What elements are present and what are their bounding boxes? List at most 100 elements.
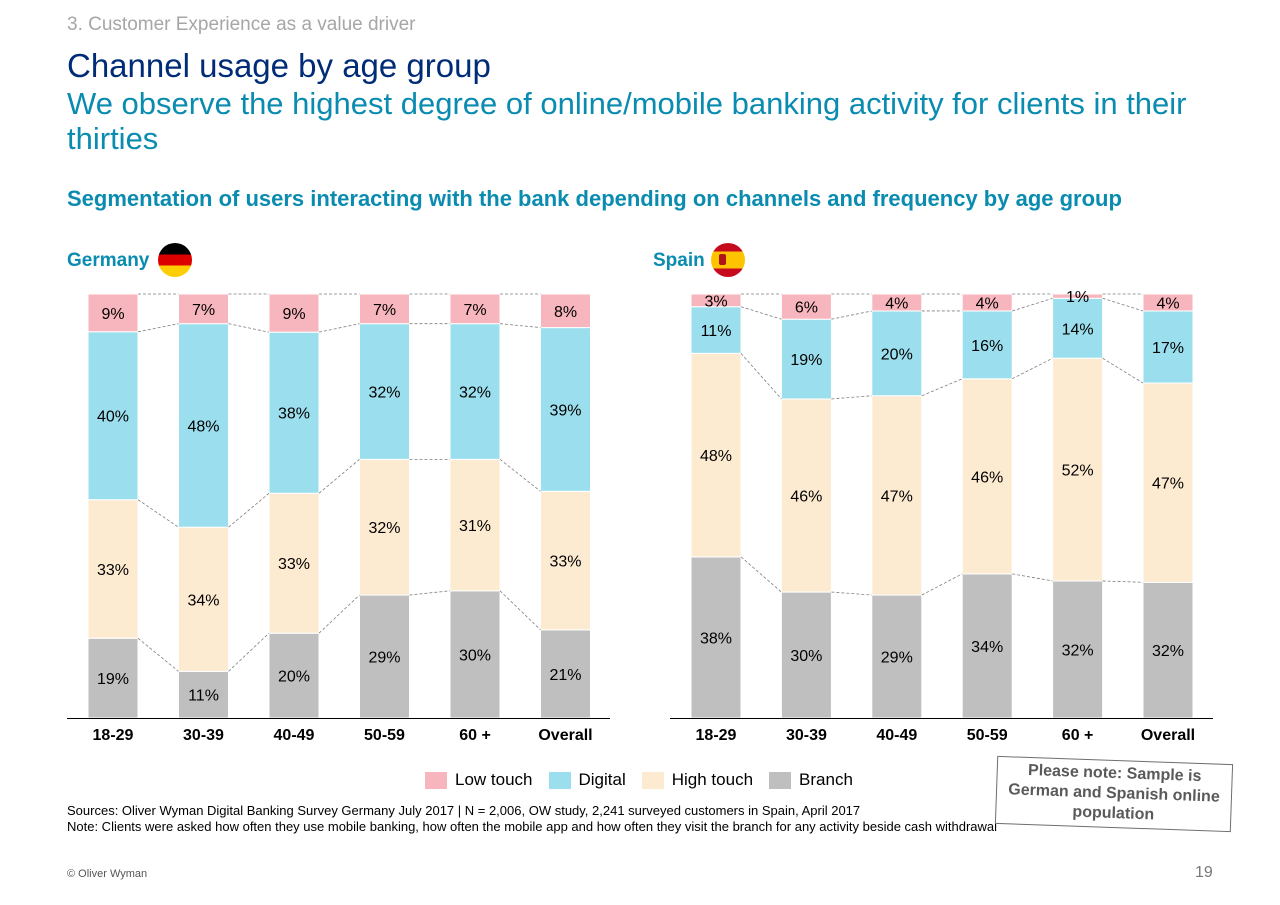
section-label: 3. Customer Experience as a value driver	[67, 14, 416, 35]
germany-label-40-49-low-touch: 9%	[282, 306, 305, 323]
germany-label-50-59-digital: 32%	[368, 385, 400, 402]
spain-bar-60-low-touch	[1052, 293, 1104, 299]
germany-label-60-branch: 30%	[459, 647, 491, 664]
germany-connector-2-2	[318, 459, 360, 494]
spain-connector-0-1	[740, 556, 782, 593]
spain-connector-2-1	[921, 573, 963, 596]
germany-label-overall-high-touch: 33%	[549, 554, 581, 571]
germany-label-30-39-branch: 11%	[188, 688, 219, 705]
spain-bar-18-29-low-touch	[690, 293, 742, 308]
germany-label-30-39-digital: 48%	[187, 418, 219, 435]
spain-bar-overall-high-touch	[1142, 382, 1194, 583]
spain-bar-30-39-high-touch	[780, 398, 832, 593]
spain-bar-50-59-low-touch	[961, 293, 1013, 312]
germany-label-overall-digital: 39%	[549, 402, 581, 419]
spain-label-18-29-high-touch: 48%	[700, 448, 732, 465]
spain-tick-overall: Overall	[1141, 727, 1195, 744]
germany-connector-0-3	[137, 323, 179, 333]
germany-connector-4-3	[499, 323, 541, 328]
sources-note: Sources: Oliver Wyman Digital Banking Su…	[67, 803, 997, 835]
spain-label-18-29-branch: 38%	[700, 630, 732, 647]
germany-bar-overall-branch	[540, 629, 591, 719]
spain-bar-40-49-branch	[871, 594, 923, 719]
legend-swatch-digital	[548, 771, 571, 789]
germany-tick-18-29: 18-29	[93, 727, 134, 744]
germany-connector-2-1	[318, 594, 360, 634]
germany-bar-18-29-high-touch	[87, 499, 139, 639]
germany-label-overall-branch: 21%	[549, 667, 581, 684]
spain-bar-30-39-low-touch	[780, 293, 832, 320]
germany-bar-60-high-touch	[449, 458, 501, 592]
spain-label-18-29-low-touch: 3%	[704, 293, 727, 310]
spain-label-40-49-branch: 29%	[881, 650, 913, 667]
spain-connector-3-1	[1012, 573, 1053, 582]
germany-tick-60: 60 +	[459, 727, 491, 744]
spain-label-30-39-high-touch: 46%	[790, 489, 822, 506]
spain-flag-icon	[711, 243, 745, 277]
legend-swatch-high-touch	[641, 771, 664, 789]
germany-label-30-39-high-touch: 34%	[187, 592, 219, 609]
germany-bar-overall-digital	[540, 327, 591, 492]
germany-tick-30-39: 30-39	[183, 727, 224, 744]
spain-label-overall-low-touch: 4%	[1156, 295, 1179, 312]
germany-label-18-29-digital: 40%	[97, 409, 129, 426]
spain-connector-2-2	[921, 378, 963, 397]
spain-label-50-59-branch: 34%	[971, 639, 1003, 656]
germany-connector-1-1	[228, 632, 270, 672]
spain-label-60-digital: 14%	[1062, 321, 1094, 338]
spain-connector-4-3	[1102, 297, 1144, 312]
chart-heading: Segmentation of users interacting with t…	[67, 186, 1122, 211]
spain-label-overall-digital: 17%	[1152, 340, 1184, 357]
spain-bar-18-29-digital	[690, 306, 742, 354]
germany-bar-40-49-branch	[268, 632, 320, 719]
spain-bar-40-49-low-touch	[871, 293, 923, 312]
germany-label-50-59-low-touch: 7%	[373, 302, 396, 319]
spain-tick-60: 60 +	[1062, 727, 1094, 744]
spain-bar-30-39-digital	[780, 318, 832, 400]
spain-title: Spain	[653, 250, 705, 271]
spain-label-30-39-digital: 19%	[790, 352, 822, 369]
germany-label-50-59-branch: 29%	[368, 650, 400, 667]
germany-label-60-low-touch: 7%	[463, 302, 486, 319]
spain-bar-18-29-high-touch	[690, 352, 742, 558]
spain-bar-overall-branch	[1142, 581, 1194, 719]
germany-bar-30-39-low-touch	[178, 293, 229, 325]
germany-bar-40-49-digital	[268, 331, 320, 494]
germany-connector-2-3	[318, 323, 360, 333]
germany-bar-60-branch	[449, 590, 501, 719]
germany-label-60-high-touch: 31%	[459, 518, 491, 535]
germany-connector-4-2	[499, 459, 541, 492]
germany-label-overall-low-touch: 8%	[554, 304, 577, 321]
spain-bar-30-39-branch	[780, 591, 832, 719]
note-line: Note: Clients were asked how often they …	[67, 819, 998, 834]
germany-bar-30-39-digital	[178, 323, 229, 528]
spain-bar-18-29-branch	[690, 556, 742, 719]
germany-bar-50-59-high-touch	[359, 458, 410, 596]
germany-bar-30-39-branch	[178, 670, 229, 719]
germany-bar-50-59-low-touch	[359, 293, 410, 325]
germany-tick-50-59: 50-59	[364, 727, 405, 744]
germany-bar-18-29-digital	[87, 331, 139, 501]
spain-label-60-low-touch: 1%	[1066, 289, 1089, 306]
germany-tick-40-49: 40-49	[274, 727, 315, 744]
chart-legend: Low touch Digital High touch Branch	[425, 770, 853, 790]
spain-connector-4-1	[1102, 580, 1144, 583]
germany-connector-1-2	[228, 492, 270, 528]
page-subtitle: We observe the highest degree of online/…	[67, 86, 1187, 156]
legend-label-digital: Digital	[578, 770, 626, 789]
spain-label-30-39-low-touch: 6%	[795, 300, 818, 317]
spain-tick-18-29: 18-29	[696, 727, 737, 744]
spain-connector-0-2	[740, 353, 782, 400]
sources-line: Sources: Oliver Wyman Digital Banking Su…	[67, 803, 861, 818]
spain-label-30-39-branch: 30%	[790, 648, 822, 665]
spain-tick-50-59: 50-59	[967, 727, 1008, 744]
spain-bar-overall-low-touch	[1142, 293, 1194, 312]
legend-item-high-touch: High touch	[641, 770, 753, 790]
legend-item-low-touch: Low touch	[425, 770, 533, 790]
spain-label-40-49-low-touch: 4%	[885, 295, 908, 312]
germany-connector-3-1	[409, 590, 451, 596]
germany-flag-icon	[158, 243, 192, 277]
spain-label-50-59-high-touch: 46%	[971, 469, 1003, 486]
legend-swatch-low-touch	[425, 771, 447, 789]
